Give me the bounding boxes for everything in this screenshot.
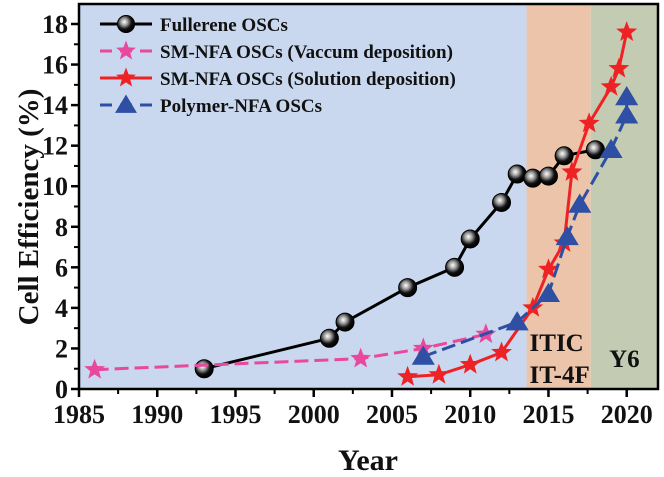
data-point	[507, 164, 527, 184]
data-point	[616, 21, 638, 41]
y-tick-label: 18	[42, 10, 68, 39]
y-tick-label: 16	[42, 51, 68, 80]
y-axis-label: Cell Efficiency (%)	[13, 89, 45, 326]
data-point	[555, 225, 579, 246]
legend-marker	[116, 67, 136, 87]
y-tick-label: 6	[55, 253, 68, 282]
data-point	[538, 258, 559, 279]
data-point	[398, 278, 418, 298]
data-point	[492, 192, 512, 212]
data-point	[319, 328, 339, 348]
data-point	[615, 86, 639, 106]
data-point	[599, 138, 623, 158]
series-3	[411, 86, 639, 365]
y-tick-label: 10	[42, 172, 68, 201]
legend-label: SM-NFA OSCs (Vaccum deposition)	[160, 42, 453, 63]
data-point	[460, 229, 480, 249]
region-label: IT-4F	[530, 362, 590, 389]
data-point	[397, 365, 419, 386]
x-tick-label: 2005	[366, 400, 418, 429]
legend-label: Polymer-NFA OSCs	[160, 96, 322, 117]
y-tick-label: 2	[55, 334, 68, 363]
data-point	[411, 345, 435, 365]
data-point	[194, 359, 214, 379]
data-point	[608, 57, 630, 78]
y-tick-label: 0	[55, 375, 68, 404]
data-point	[615, 104, 639, 124]
x-axis-label: Year	[338, 444, 398, 477]
x-tick-label: 1985	[53, 400, 105, 429]
legend: Fullerene OSCs SM-NFA OSCs (Vaccum deposi…	[100, 14, 456, 117]
data-point	[523, 168, 543, 188]
data-point	[578, 112, 600, 133]
data-point	[505, 311, 529, 331]
data-point	[568, 193, 592, 213]
x-tick-label: 2010	[444, 400, 496, 429]
legend-marker	[115, 94, 137, 113]
data-point	[585, 140, 605, 160]
x-tick-label: 1990	[131, 400, 183, 429]
data-point	[428, 363, 450, 384]
plot-frame	[77, 2, 660, 391]
x-tick-label: 2020	[601, 400, 653, 429]
y-tick-label: 12	[42, 132, 68, 161]
data-point	[459, 353, 481, 374]
data-point	[335, 312, 355, 332]
region-y6-era	[590, 4, 658, 389]
series-layer	[84, 21, 639, 386]
legend-marker	[116, 40, 136, 60]
data-point	[350, 347, 372, 368]
y-tick-label: 8	[55, 213, 68, 242]
x-tick-label: 2000	[288, 400, 340, 429]
legend-marker	[116, 14, 136, 34]
era-labels: ITIC IT-4F Y6	[530, 330, 640, 389]
data-point	[536, 282, 561, 302]
data-point	[561, 161, 583, 181]
region-label: ITIC	[530, 330, 584, 357]
data-point	[84, 358, 106, 379]
data-point	[600, 75, 622, 96]
axes: 0 2 4 6 8 10 12 14 16 18 1985 1990 1995 2000 2005 2010 2…	[42, 10, 653, 429]
data-point	[554, 146, 574, 166]
data-point	[538, 166, 558, 186]
region-pre-itic	[79, 4, 527, 389]
x-tick-label: 1995	[209, 400, 261, 429]
x-tick-label: 2015	[522, 400, 574, 429]
legend-label: SM-NFA OSCs (Solution deposition)	[160, 69, 456, 90]
y-tick-label: 14	[42, 91, 68, 120]
data-point	[445, 257, 465, 277]
legend-label: Fullerene OSCs	[160, 15, 288, 36]
series-0	[194, 140, 605, 379]
region-label: Y6	[609, 346, 640, 373]
y-tick-label: 4	[55, 294, 68, 323]
data-point	[491, 341, 512, 362]
series-line	[94, 332, 487, 372]
